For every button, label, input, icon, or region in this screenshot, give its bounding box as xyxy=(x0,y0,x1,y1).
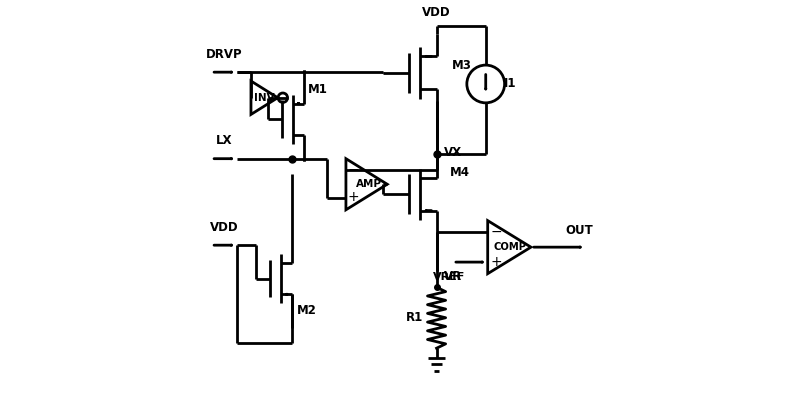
Text: +: + xyxy=(490,255,502,269)
Text: INV: INV xyxy=(254,93,274,103)
Text: LX: LX xyxy=(216,135,233,147)
Text: M3: M3 xyxy=(452,59,472,72)
Text: DRVP: DRVP xyxy=(206,48,243,61)
Text: VDD: VDD xyxy=(210,221,239,234)
Text: AMP: AMP xyxy=(355,179,382,189)
Text: VX: VX xyxy=(444,146,462,159)
Text: OUT: OUT xyxy=(565,224,593,237)
Text: −: − xyxy=(348,163,360,177)
Text: I1: I1 xyxy=(504,78,516,90)
Text: COMP: COMP xyxy=(494,242,527,252)
Text: VDD: VDD xyxy=(422,6,451,19)
Text: VR: VR xyxy=(444,270,462,283)
Text: M4: M4 xyxy=(450,166,470,179)
Text: VREF: VREF xyxy=(433,272,466,282)
Text: M2: M2 xyxy=(297,304,317,316)
Text: −: − xyxy=(490,225,502,239)
Text: M1: M1 xyxy=(307,84,327,96)
Text: R1: R1 xyxy=(406,311,423,324)
Text: +: + xyxy=(348,190,360,204)
